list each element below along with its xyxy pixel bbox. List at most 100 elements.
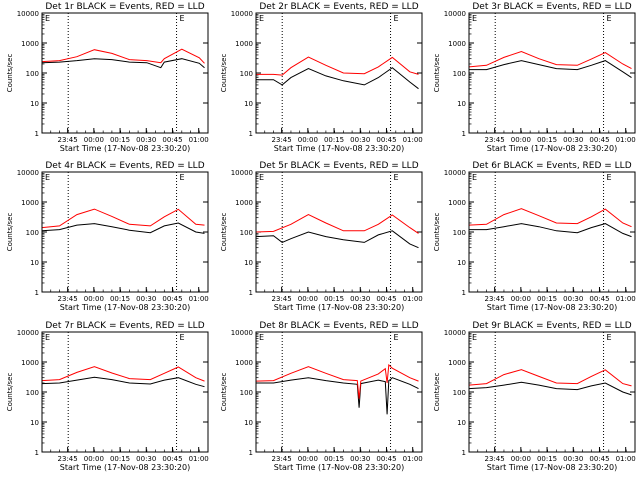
y-tick-label: 10	[457, 419, 466, 427]
x-tick-label: 00:00	[84, 136, 104, 144]
y-tick-label: 10	[30, 259, 39, 267]
y-tick-label: 10000	[444, 10, 466, 18]
panel-title: Det 1r BLACK = Events, RED = LLD	[45, 2, 204, 12]
x-tick-label: 00:30	[136, 136, 156, 144]
x-tick-label: 01:00	[403, 295, 423, 303]
x-tick-label: 00:30	[563, 295, 583, 303]
x-tick-label: 23:45	[272, 455, 292, 463]
y-tick-label: 1000	[448, 359, 466, 367]
lld-series-line	[468, 208, 632, 228]
y-tick-label: 10	[244, 419, 253, 427]
x-tick-label: 00:15	[537, 455, 557, 463]
plot-frame	[41, 171, 209, 293]
corner-mark: E	[472, 14, 477, 23]
x-tick-label: 00:30	[350, 136, 370, 144]
x-axis-label: Start Time (17-Nov-08 23:30:20)	[274, 303, 404, 312]
panel-title: Det 9r BLACK = Events, RED = LLD	[472, 321, 631, 331]
events-series-line	[469, 223, 632, 238]
panel-title: Det 8r BLACK = Events, RED = LLD	[259, 321, 418, 331]
lld-series-line	[468, 50, 632, 70]
panel-title: Det 3r BLACK = Events, RED = LLD	[472, 2, 631, 12]
y-tick-label: 10000	[444, 329, 466, 337]
plot-frame	[468, 331, 636, 453]
y-tick-label: 1000	[235, 199, 253, 207]
panel-6: Det 6r BLACK = Events, RED = LLD Counts/s…	[433, 161, 636, 312]
panel-title: Det 4r BLACK = Events, RED = LLD	[45, 161, 204, 171]
x-axis-label: Start Time (17-Nov-08 23:30:20)	[60, 144, 190, 153]
y-tick-label: 10	[244, 100, 253, 108]
x-tick-label: 01:00	[616, 136, 636, 144]
x-tick-label: 00:00	[298, 295, 318, 303]
x-tick-label: 01:00	[403, 136, 423, 144]
x-tick-label: 00:45	[589, 455, 609, 463]
y-tick-label: 1000	[235, 40, 253, 48]
plot-frame	[255, 171, 423, 293]
lld-series-line	[256, 56, 419, 76]
lld-series-line	[41, 48, 205, 64]
y-tick-label: 100	[453, 70, 466, 78]
y-axis-label: Counts/sec	[6, 54, 14, 93]
y-tick-label: 1	[35, 449, 39, 457]
x-tick-label: 00:00	[511, 295, 531, 303]
panel-1: Det 1r BLACK = Events, RED = LLD Counts/s…	[6, 2, 209, 153]
corner-mark: E	[180, 333, 185, 342]
x-tick-label: 00:45	[162, 136, 182, 144]
y-tick-label: 10000	[231, 10, 253, 18]
x-tick-label: 00:15	[110, 295, 130, 303]
panel-title: Det 2r BLACK = Events, RED = LLD	[259, 2, 418, 12]
x-tick-label: 00:45	[376, 136, 396, 144]
y-tick-label: 1	[249, 449, 253, 457]
x-axis-label: Start Time (17-Nov-08 23:30:20)	[487, 463, 617, 472]
lld-series-line	[41, 208, 205, 229]
x-tick-label: 00:30	[350, 295, 370, 303]
y-tick-label: 1000	[21, 359, 39, 367]
panel-8: Det 8r BLACK = Events, RED = LLD Counts/s…	[220, 321, 423, 472]
x-tick-label: 01:00	[189, 136, 209, 144]
events-series-line	[256, 67, 419, 90]
x-tick-label: 23:45	[58, 136, 78, 144]
y-tick-label: 10000	[17, 10, 39, 18]
lld-series-line	[255, 363, 419, 399]
lld-series-line	[255, 214, 419, 234]
events-series-line	[41, 376, 205, 388]
x-tick-label: 00:00	[84, 455, 104, 463]
x-tick-label: 00:15	[324, 455, 344, 463]
x-axis-label: Start Time (17-Nov-08 23:30:20)	[60, 303, 190, 312]
corner-mark: E	[45, 173, 50, 182]
x-tick-label: 00:15	[324, 136, 344, 144]
lld-series-line	[468, 369, 632, 387]
y-axis-label: Counts/sec	[6, 213, 14, 252]
corner-mark: E	[472, 173, 477, 182]
events-series-line	[468, 381, 632, 396]
corner-mark: E	[394, 14, 399, 23]
y-tick-label: 1	[462, 130, 466, 138]
y-tick-label: 1000	[21, 199, 39, 207]
corner-mark: E	[607, 333, 612, 342]
x-tick-label: 00:15	[537, 295, 557, 303]
plot-frame	[255, 12, 423, 134]
y-axis-label: Counts/sec	[433, 373, 441, 412]
x-axis-label: Start Time (17-Nov-08 23:30:20)	[60, 463, 190, 472]
panel-5: Det 5r BLACK = Events, RED = LLD Counts/s…	[220, 161, 423, 312]
events-series-line	[469, 60, 632, 79]
y-tick-label: 1	[249, 130, 253, 138]
x-tick-label: 00:45	[162, 295, 182, 303]
y-axis-label: Counts/sec	[433, 54, 441, 93]
x-tick-label: 23:45	[485, 295, 505, 303]
y-tick-label: 100	[240, 70, 253, 78]
x-tick-label: 00:45	[589, 295, 609, 303]
corner-mark: E	[180, 173, 185, 182]
y-tick-label: 10000	[231, 329, 253, 337]
y-tick-label: 1	[462, 289, 466, 297]
x-tick-label: 00:30	[136, 295, 156, 303]
x-tick-label: 00:30	[563, 136, 583, 144]
corner-mark: E	[259, 173, 264, 182]
y-tick-label: 10	[457, 100, 466, 108]
y-tick-label: 10000	[17, 169, 39, 177]
corner-mark: E	[472, 333, 477, 342]
x-tick-label: 00:15	[324, 295, 344, 303]
panel-4: Det 4r BLACK = Events, RED = LLD Counts/s…	[6, 161, 209, 312]
x-tick-label: 01:00	[403, 455, 423, 463]
